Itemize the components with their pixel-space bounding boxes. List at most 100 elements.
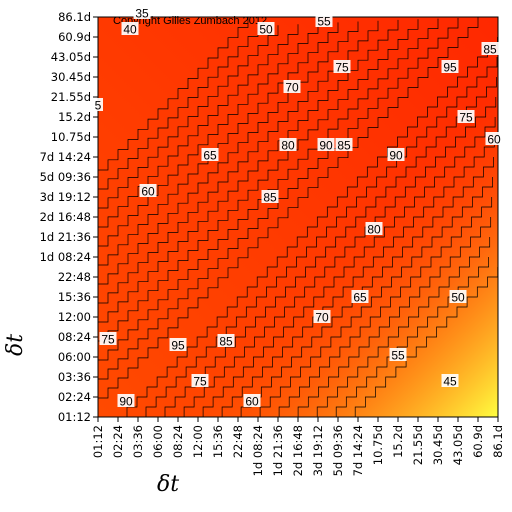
contour-label-text: 85 (483, 43, 497, 57)
y-tick-label: 15:36 (58, 290, 91, 304)
x-tick-label: 1d 08:24 (251, 425, 265, 476)
contour-label: 85 (481, 42, 499, 57)
contour-label-bg (191, 374, 209, 387)
contour-label-bg (441, 374, 459, 387)
x-axis-ticks: 01:12 02:24 03:36 06:00 08:24 12:00 15:36 22:48… (91, 417, 505, 476)
contour-label-text: 45 (443, 375, 457, 389)
contour-label-text: 85 (219, 335, 233, 349)
y-tick-label: 10.75d (51, 130, 91, 144)
contour-label-bg (201, 148, 219, 161)
contour-label-text: 80 (281, 139, 295, 153)
contour-label-bg (449, 290, 467, 303)
x-tick-label: 43.05d (451, 425, 465, 465)
x-tick-label: 15.2d (391, 425, 405, 458)
contour-line (345, 267, 499, 418)
contour-label-text: 60 (245, 395, 259, 409)
plot-area (97, 16, 499, 418)
contour-label: 75 (191, 374, 209, 389)
x-tick-label: 01:12 (91, 425, 105, 458)
contour-label: 60 (243, 394, 261, 409)
contour-label: 85 (261, 190, 279, 205)
contour-label: 70 (283, 80, 301, 95)
contour-label-text: 55 (317, 15, 331, 29)
contour-label-bg (481, 42, 499, 55)
contour-label-bg (389, 348, 407, 361)
contour-label-bg (387, 148, 405, 161)
contour-label-bg (257, 22, 275, 35)
contour-label-bg (217, 334, 235, 347)
contour-line (98, 25, 279, 209)
contour-label-text: 90 (389, 149, 403, 163)
y-tick-label: 3d 19:12 (40, 190, 91, 204)
x-tick-label: 06:00 (151, 425, 165, 458)
y-axis-title: δt (3, 334, 28, 356)
contour-label: 40 (121, 22, 139, 37)
y-tick-label: 2d 16:48 (40, 210, 91, 224)
contour-label-bg (133, 6, 151, 19)
contour-labels: 35 40 50 55 75 95 85 70 75 60 80 90 85 90 65 60 85 80 65 50… (93, 6, 503, 409)
contour-label-text: 95 (171, 339, 185, 353)
copyright-text: Copyright Gilles Zumbach 2012 (113, 15, 267, 27)
contour-label-text: 65 (353, 291, 367, 305)
y-tick-label: 86.1d (58, 10, 91, 24)
x-tick-label: 12:00 (191, 425, 205, 458)
x-tick-label: 03:36 (131, 425, 145, 458)
contour-line (98, 23, 319, 247)
contour-label-text: 90 (119, 395, 133, 409)
contour-label-bg (117, 394, 135, 407)
contour-label-text: 50 (451, 291, 465, 305)
contour-label-bg (351, 290, 369, 303)
contour-label: 90 (387, 148, 405, 163)
y-tick-label: 5d 09:36 (40, 170, 91, 184)
contour-line (174, 97, 497, 418)
contour-label-bg (139, 184, 157, 197)
contour-label: 95 (441, 60, 459, 75)
contour-label-text: 70 (315, 311, 329, 325)
contour-line (98, 22, 339, 266)
contour-line (250, 177, 493, 418)
contour-label-bg (335, 138, 353, 151)
x-tick-label: 30.45d (431, 425, 445, 465)
contour-line (326, 257, 489, 418)
x-tick-label: 22:48 (231, 425, 245, 458)
contour-line (98, 17, 479, 399)
contour-line (98, 19, 419, 342)
contour-label: 75 (457, 110, 475, 125)
contour-label-bg (485, 132, 503, 145)
contour-line (98, 26, 259, 190)
contour-label: 65 (351, 290, 369, 305)
y-tick-label: 12:00 (58, 310, 91, 324)
contour-label-bg (279, 138, 297, 151)
contour-label: 85 (217, 334, 235, 349)
contour-label: 60 (485, 132, 503, 147)
x-tick-label: 2d 16:48 (291, 425, 305, 476)
contour-label: 90 (117, 394, 135, 409)
contour-label-text: 85 (337, 139, 351, 153)
x-tick-label: 86.1d (491, 425, 505, 458)
contour-line (288, 217, 492, 418)
contour-line (155, 77, 497, 418)
x-tick-label: 1d 21:36 (271, 425, 285, 476)
contour-label-text: 40 (123, 23, 137, 37)
contour-label-bg (283, 80, 301, 93)
y-tick-label: 21.55d (51, 90, 91, 104)
contour-label-bg (333, 60, 351, 73)
contour-label-text: 60 (487, 133, 501, 147)
contour-label-text: 60 (141, 185, 155, 199)
contour-line (98, 18, 439, 361)
x-tick-label: 60.9d (471, 425, 485, 458)
contour-label: 80 (279, 138, 297, 153)
contour-label: 50 (257, 22, 275, 37)
contour-label: 60 (139, 184, 157, 199)
contour-label: 65 (201, 148, 219, 163)
contour-label-text: 65 (203, 149, 217, 163)
contour-label-bg (315, 14, 333, 27)
contour-label-text: 50 (259, 23, 273, 37)
contour-label-bg (93, 98, 103, 111)
contour-label-bg (441, 60, 459, 73)
contour-label: 80 (365, 222, 383, 237)
contour-label: 50 (449, 290, 467, 305)
contour-label-bg (169, 338, 187, 351)
contour-label-bg (457, 110, 475, 123)
